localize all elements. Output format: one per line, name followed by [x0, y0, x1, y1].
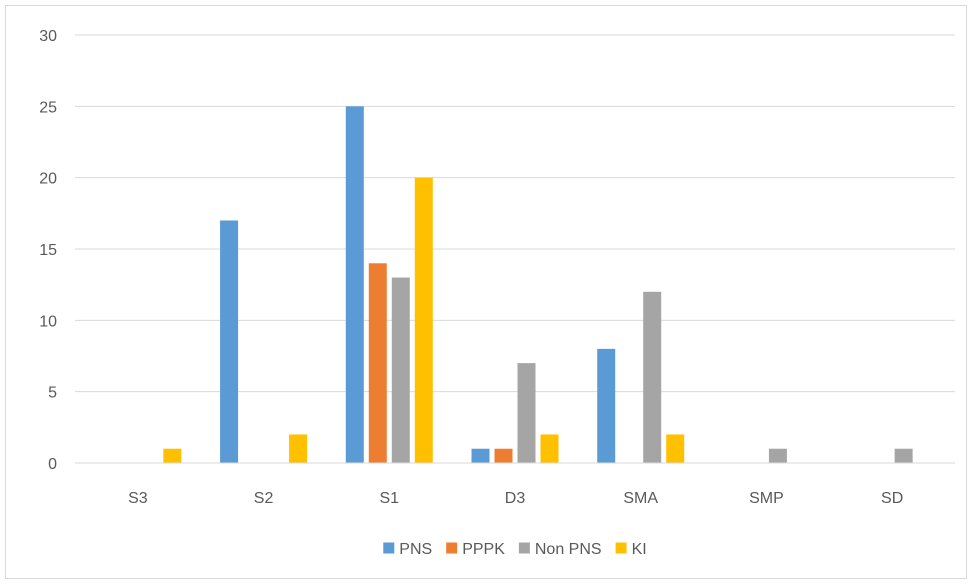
x-tick-label: SMA [623, 490, 658, 507]
chart-frame [5, 5, 967, 579]
y-tick-label: 0 [48, 456, 57, 473]
legend-label: PNS [399, 541, 432, 558]
y-tick-label: 10 [39, 313, 57, 330]
bar-pns-s2 [220, 220, 239, 463]
gridlines [75, 34, 955, 393]
legend-swatch [518, 542, 530, 554]
legend-swatch [615, 542, 627, 554]
bar-non-pns-smp [768, 448, 787, 463]
x-tick-label: S2 [254, 490, 274, 507]
bar-pns-sma [597, 348, 616, 463]
x-tick-label: S1 [379, 490, 399, 507]
y-tick-label: 20 [39, 171, 57, 188]
y-axis-tick-labels: 0 5 10 15 20 25 30 [39, 28, 57, 473]
y-tick-label: 5 [48, 385, 57, 402]
legend-label: PPPK [462, 541, 505, 558]
bar-ki-s1 [414, 177, 433, 463]
legend-item-pns: PNS [383, 541, 432, 558]
x-tick-label: D3 [505, 490, 526, 507]
x-axis-tick-labels: S3 S2 S1 D3 SMA SMP SD [128, 490, 903, 507]
legend-swatch [383, 542, 395, 554]
bar-pns-d3 [471, 448, 490, 463]
legend-item-non-pns: Non PNS [518, 541, 602, 558]
x-tick-label: SMP [749, 490, 784, 507]
bar-non-pns-sd [894, 448, 913, 463]
legend: PNS PPPK Non PNS KI [383, 541, 647, 558]
bars [163, 106, 913, 463]
bar-pns-s1 [345, 106, 364, 463]
bar-ki-s2 [289, 434, 308, 463]
bar-ki-s3 [163, 448, 182, 463]
legend-label: KI [632, 541, 647, 558]
bar-ki-d3 [540, 434, 559, 463]
y-tick-label: 15 [39, 242, 57, 259]
bar-ki-sma [666, 434, 685, 463]
bar-non-pns-d3 [517, 363, 536, 463]
legend-item-ki: KI [615, 541, 647, 558]
bar-non-pns-sma [643, 291, 662, 463]
y-tick-label: 25 [39, 99, 57, 116]
y-tick-label: 30 [39, 28, 57, 45]
bar-non-pns-s1 [391, 277, 410, 463]
legend-label: Non PNS [535, 541, 602, 558]
bar-pppk-d3 [494, 448, 513, 463]
x-tick-label: S3 [128, 490, 148, 507]
legend-item-pppk: PPPK [446, 541, 505, 558]
bar-pppk-s1 [368, 263, 387, 463]
legend-swatch [446, 542, 458, 554]
x-tick-label: SD [881, 490, 903, 507]
